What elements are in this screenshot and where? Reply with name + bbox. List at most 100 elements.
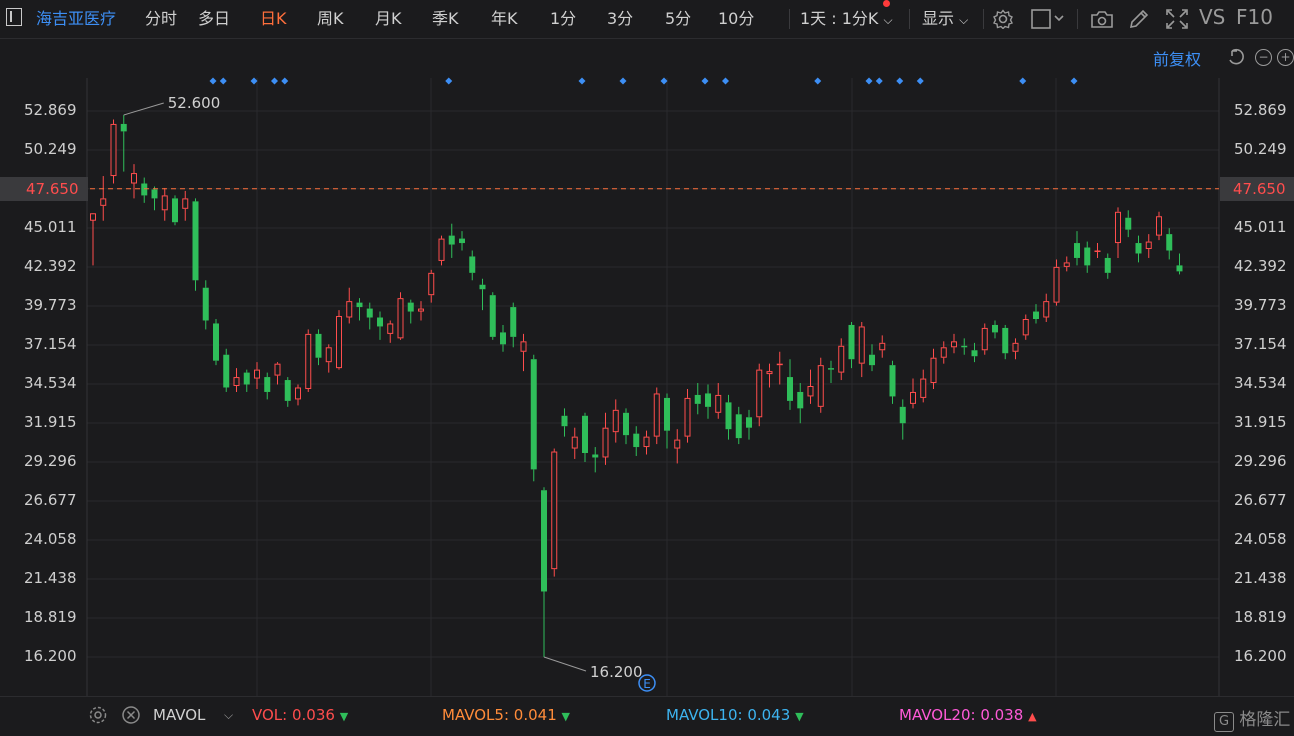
candle[interactable] xyxy=(1135,235,1142,263)
candle[interactable] xyxy=(643,430,650,455)
candle[interactable] xyxy=(633,426,640,456)
candle[interactable] xyxy=(315,329,322,366)
candle[interactable] xyxy=(735,406,742,445)
candle[interactable] xyxy=(592,447,599,473)
candle[interactable] xyxy=(407,299,414,324)
tab-1min[interactable]: 1分 xyxy=(550,9,577,28)
candle[interactable] xyxy=(961,338,968,355)
candle[interactable] xyxy=(387,320,394,343)
tab-3min[interactable]: 3分 xyxy=(607,9,634,28)
indicator-name[interactable]: MAVOL xyxy=(153,706,206,724)
candle[interactable] xyxy=(295,384,301,406)
candle[interactable] xyxy=(848,321,855,369)
candle[interactable] xyxy=(571,427,578,459)
event-marker-diamond[interactable] xyxy=(209,77,217,85)
candle[interactable] xyxy=(602,412,609,465)
candle[interactable] xyxy=(1022,314,1029,340)
tab-quarterly-k[interactable]: 季K xyxy=(432,9,459,28)
event-marker-diamond[interactable] xyxy=(660,77,668,85)
display-menu[interactable]: 显示 ⌵ xyxy=(922,8,968,31)
candle[interactable] xyxy=(356,298,363,321)
candle[interactable] xyxy=(110,119,117,184)
candle[interactable] xyxy=(1104,253,1111,279)
candle[interactable] xyxy=(1176,253,1183,275)
candle[interactable] xyxy=(582,412,588,462)
candle[interactable] xyxy=(131,164,137,199)
candle[interactable] xyxy=(161,187,168,221)
candle[interactable] xyxy=(817,357,824,413)
candle[interactable] xyxy=(120,115,127,172)
candle[interactable] xyxy=(705,384,711,419)
candle[interactable] xyxy=(428,269,435,303)
tab-monthly-k[interactable]: 月K xyxy=(375,9,402,28)
candle[interactable] xyxy=(664,393,670,449)
candle[interactable] xyxy=(612,399,619,443)
candle[interactable] xyxy=(223,348,230,392)
candle[interactable] xyxy=(541,487,547,657)
candle[interactable] xyxy=(90,213,96,266)
candle[interactable] xyxy=(438,235,445,266)
tab-yearly-k[interactable]: 年K xyxy=(491,9,518,28)
f10-button[interactable]: F10 xyxy=(1236,5,1273,29)
candle[interactable] xyxy=(725,394,732,440)
tab-daily-k[interactable]: 日K xyxy=(260,9,287,28)
event-marker-diamond[interactable] xyxy=(875,77,883,85)
gear-icon[interactable] xyxy=(992,9,1014,29)
kline-chart[interactable]: 52.600 16.200 E xyxy=(0,39,1294,696)
candle[interactable] xyxy=(1063,256,1070,272)
adjust-mode-button[interactable]: 前复权 xyxy=(1153,50,1202,69)
event-marker-diamond[interactable] xyxy=(219,77,227,85)
interval-select[interactable]: 1天 : 1分K ⌵ xyxy=(800,8,893,31)
candle[interactable] xyxy=(858,321,865,378)
candle[interactable] xyxy=(684,388,691,443)
event-marker-diamond[interactable] xyxy=(1019,77,1027,85)
candle[interactable] xyxy=(172,195,178,226)
candle[interactable] xyxy=(500,324,506,352)
event-marker-diamond[interactable] xyxy=(271,77,278,85)
candle[interactable] xyxy=(869,344,875,372)
tab-fenshi[interactable]: 分时 xyxy=(145,9,178,28)
candle[interactable] xyxy=(715,383,722,419)
candle[interactable] xyxy=(1125,210,1132,238)
candle[interactable] xyxy=(561,408,568,437)
candle[interactable] xyxy=(141,177,148,203)
candle[interactable] xyxy=(674,429,681,464)
chevron-down-icon[interactable]: ⌵ xyxy=(224,708,234,722)
candle[interactable] xyxy=(746,409,752,440)
candle[interactable] xyxy=(940,341,947,364)
candle[interactable] xyxy=(879,335,886,358)
candle[interactable] xyxy=(510,302,517,348)
candle[interactable] xyxy=(346,287,353,324)
candle[interactable] xyxy=(202,280,209,330)
event-marker-diamond[interactable] xyxy=(250,77,258,85)
candle[interactable] xyxy=(264,372,271,400)
candle[interactable] xyxy=(910,378,916,409)
candle[interactable] xyxy=(366,302,373,330)
event-marker-diamond[interactable] xyxy=(578,77,586,85)
candle[interactable] xyxy=(284,377,291,407)
candle[interactable] xyxy=(448,223,455,258)
layout-select-icon[interactable] xyxy=(1031,9,1069,29)
candle[interactable] xyxy=(838,338,845,381)
candle[interactable] xyxy=(377,311,383,340)
event-marker-diamond[interactable] xyxy=(445,77,453,85)
event-marker-diamond[interactable] xyxy=(1070,77,1078,85)
event-marker-diamond[interactable] xyxy=(865,77,873,85)
candle[interactable] xyxy=(1033,304,1039,324)
candle[interactable] xyxy=(766,363,773,388)
candle[interactable] xyxy=(694,383,701,415)
candle[interactable] xyxy=(992,320,998,339)
close-icon[interactable] xyxy=(121,705,141,725)
vs-button[interactable]: VS xyxy=(1199,5,1226,29)
candle[interactable] xyxy=(1043,293,1050,322)
candle[interactable] xyxy=(520,333,527,372)
candle[interactable] xyxy=(981,323,988,355)
candle[interactable] xyxy=(1002,324,1009,360)
candle[interactable] xyxy=(889,360,896,404)
candle[interactable] xyxy=(1156,211,1162,241)
gear-icon[interactable] xyxy=(88,705,108,725)
candle[interactable] xyxy=(397,292,404,340)
candle[interactable] xyxy=(182,190,189,221)
zoom-out-icon[interactable]: − xyxy=(1255,49,1272,66)
tab-10min[interactable]: 10分 xyxy=(718,9,755,28)
